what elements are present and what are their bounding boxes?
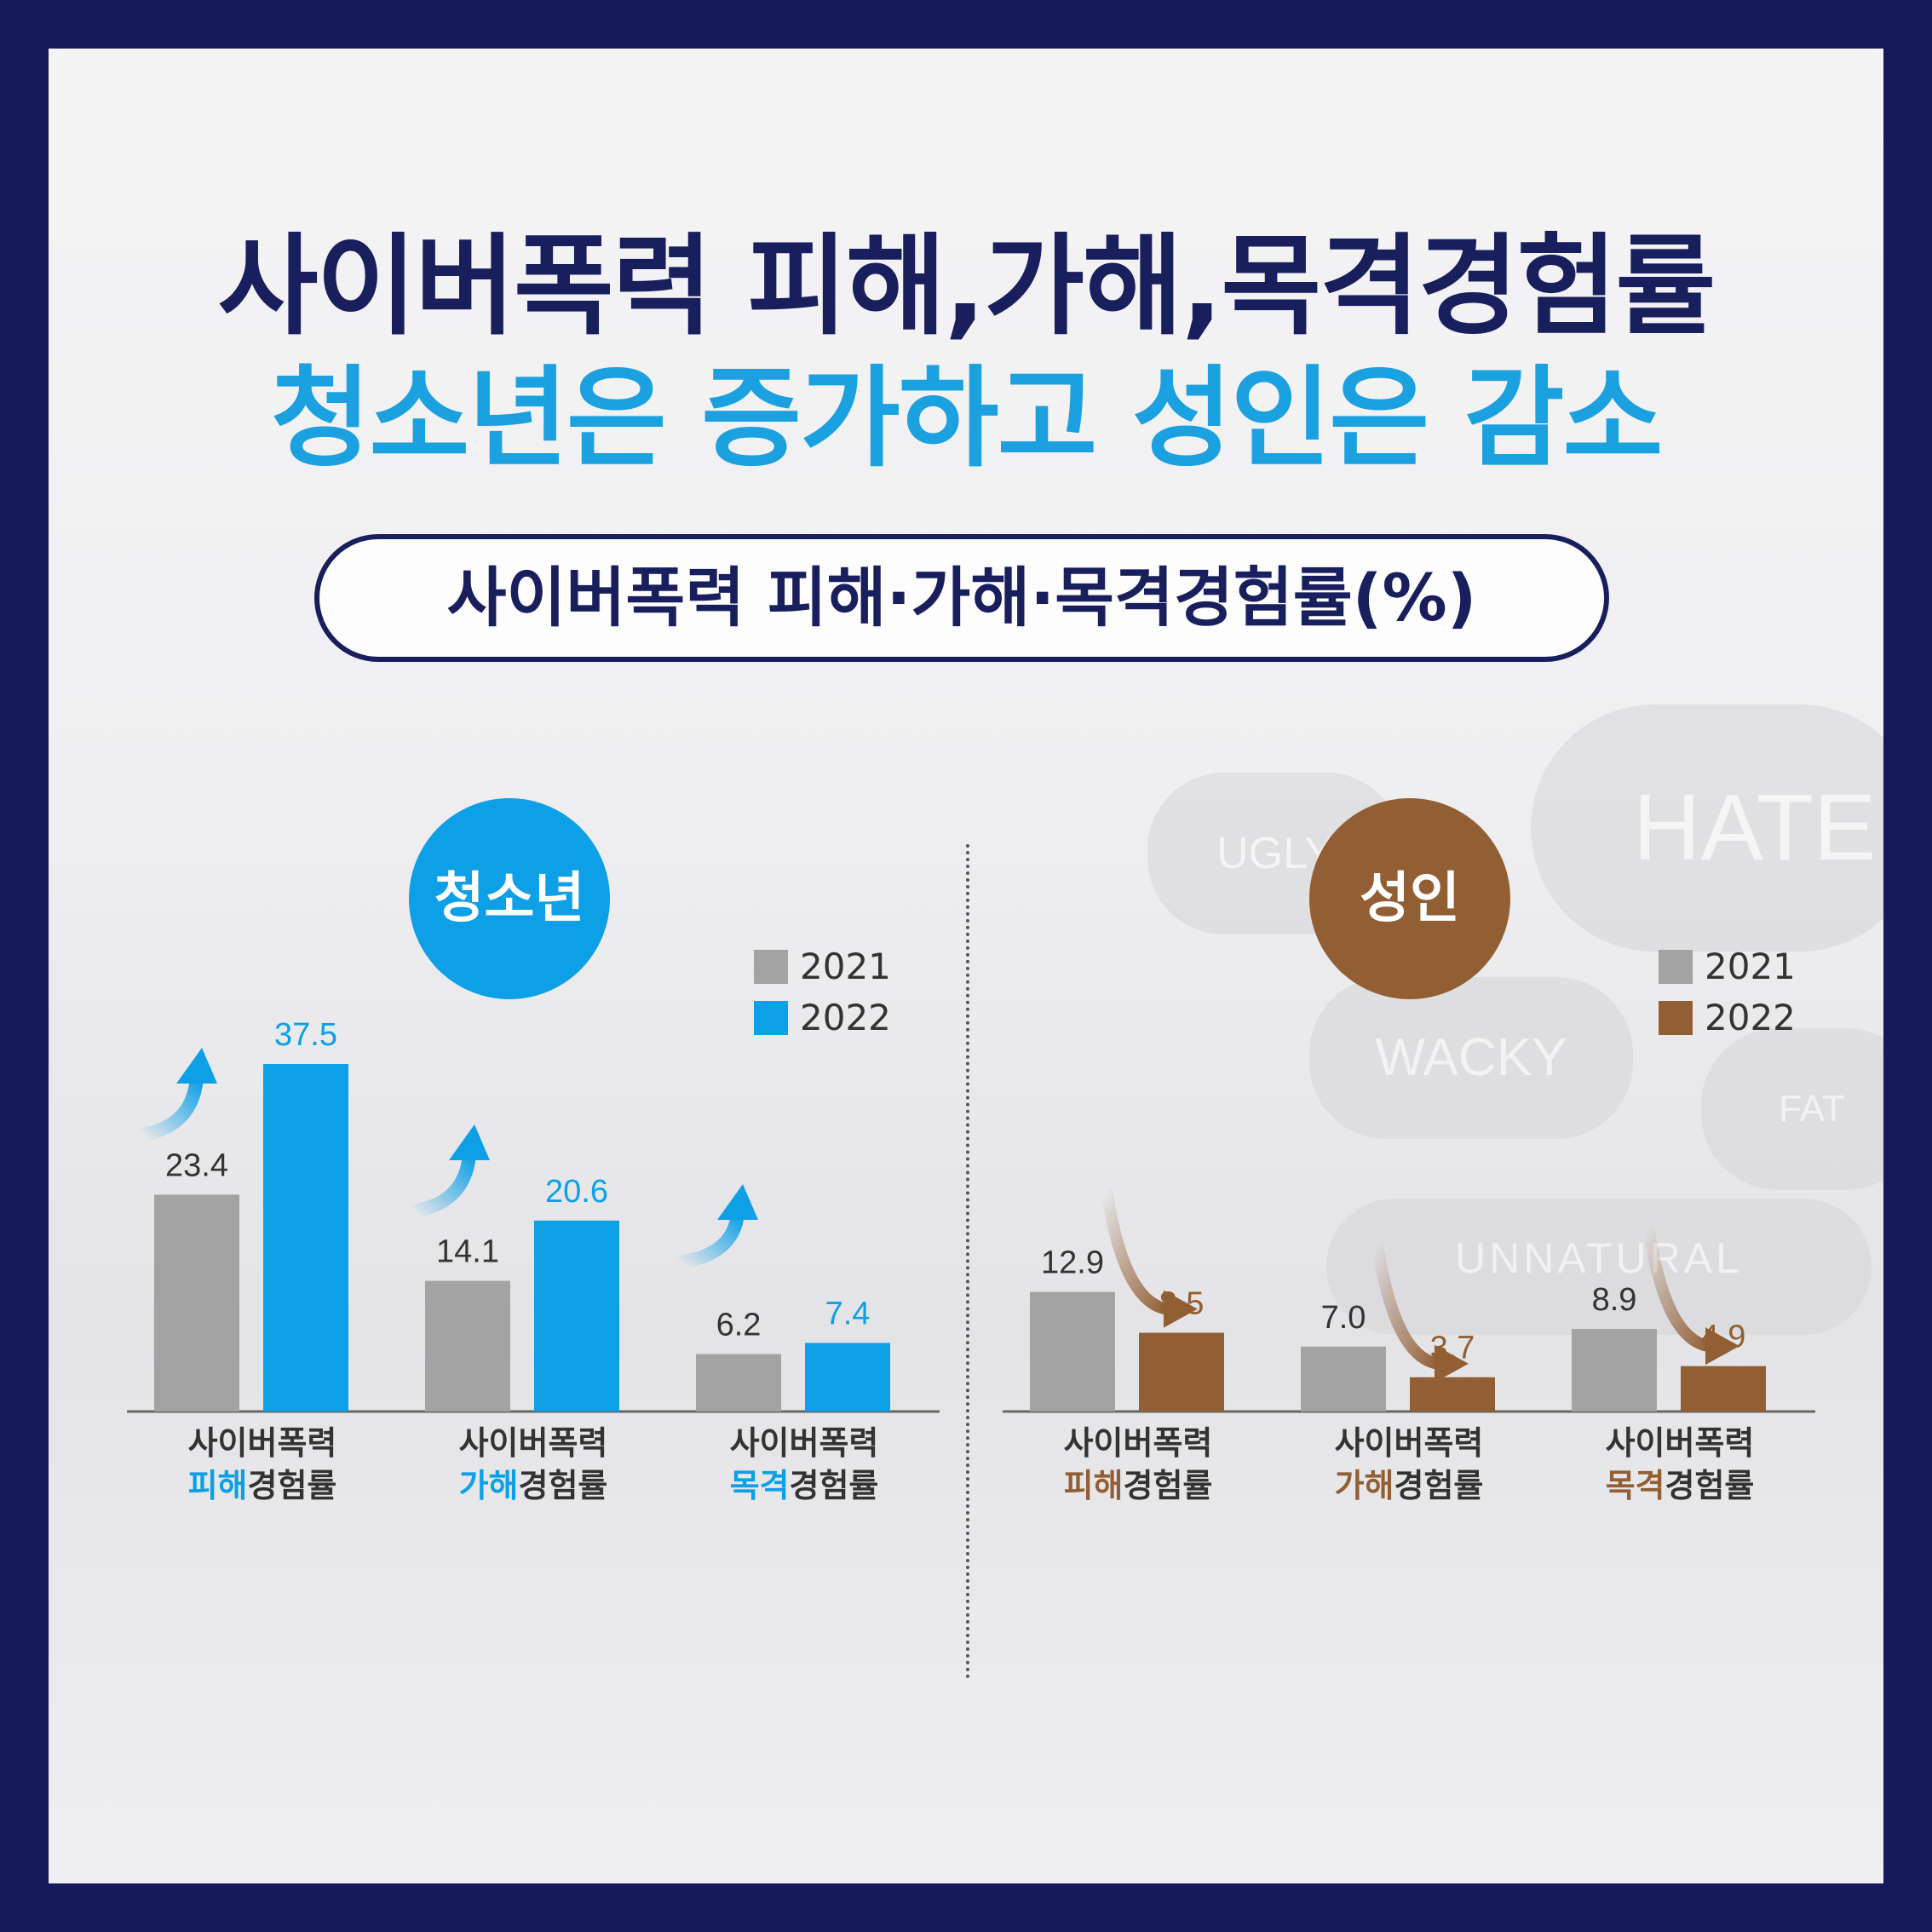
- bar-2021: [1572, 1329, 1657, 1412]
- category-highlight: 가해: [459, 1467, 519, 1504]
- data-label-2021: 12.9: [1041, 1245, 1104, 1281]
- trend-arrowhead-down: [1705, 1327, 1739, 1366]
- category-label-line2: 가해경험률: [1335, 1467, 1484, 1504]
- category-label-line1: 사이버폭력: [1064, 1424, 1213, 1462]
- category-label-line2: 목격경험률: [1606, 1467, 1755, 1504]
- category-highlight: 피해: [188, 1467, 248, 1504]
- category-highlight: 목격: [1606, 1467, 1665, 1504]
- legend-label: 2021: [1705, 946, 1796, 987]
- data-label-2022: 37.5: [274, 1017, 337, 1053]
- trend-arrowhead-down: [1164, 1290, 1198, 1328]
- bar-2022: [1681, 1366, 1766, 1412]
- adult-group-badge: 성인: [1309, 798, 1510, 999]
- data-label-2022: 7.4: [825, 1296, 871, 1331]
- legend-swatch: [754, 950, 788, 984]
- category-label-line1: 사이버폭력: [459, 1424, 608, 1462]
- trend-arrow-up: [406, 1147, 476, 1218]
- trend-arrow-down: [1101, 1183, 1173, 1315]
- bar-2022: [1139, 1332, 1224, 1412]
- trend-arrow-up: [674, 1206, 745, 1269]
- bar-2021: [154, 1194, 239, 1412]
- chart-title-pill: 사이버폭력 피해·가해·목격경험률(%): [314, 534, 1609, 662]
- bg-bubble-fat: FAT: [1701, 1028, 1883, 1190]
- data-label-2022: 20.6: [545, 1174, 608, 1210]
- category-highlight: 목격: [730, 1467, 790, 1504]
- group-divider: [966, 844, 969, 1679]
- bar-2022: [1410, 1377, 1495, 1412]
- content-panel: UGLY HATE WACKY FAT UNNATURAL 사이버폭력 피해,가…: [49, 49, 1883, 1883]
- bar-2021: [696, 1354, 781, 1412]
- youth-group-badge: 청소년: [409, 798, 610, 999]
- category-label-line2: 가해경험률: [459, 1467, 608, 1504]
- legend-label: 2022: [800, 997, 891, 1038]
- category-label-line2: 피해경험률: [1064, 1467, 1213, 1504]
- data-label-2021: 7.0: [1321, 1300, 1366, 1336]
- trend-arrow-down: [1642, 1221, 1715, 1353]
- data-label-2021: 23.4: [165, 1147, 228, 1183]
- category-label-line2: 목격경험률: [730, 1467, 879, 1504]
- bg-bubble-unnatural: UNNATURAL: [1326, 1199, 1872, 1335]
- bar-2022: [534, 1220, 619, 1412]
- data-label-2021: 6.2: [716, 1308, 762, 1343]
- category-rest: 경험률: [1665, 1467, 1755, 1504]
- category-label-line1: 사이버폭력: [1606, 1424, 1755, 1462]
- bg-bubble-wacky: WACKY: [1309, 977, 1633, 1139]
- main-title: 사이버폭력 피해,가해,목격경험률: [217, 223, 1716, 350]
- category-rest: 경험률: [248, 1467, 337, 1504]
- trend-arrowhead-down: [1435, 1344, 1469, 1383]
- trend-arrowhead-up: [176, 1048, 217, 1084]
- category-label-line2: 피해경험률: [188, 1467, 337, 1504]
- category-label-line1: 사이버폭력: [1335, 1424, 1484, 1462]
- bar-2021: [425, 1280, 510, 1412]
- adult-legend-2021: 2021: [1659, 949, 1796, 985]
- data-label-2021: 14.1: [436, 1234, 499, 1270]
- data-label-2021: 8.9: [1592, 1282, 1637, 1318]
- category-label-line1: 사이버폭력: [730, 1424, 879, 1462]
- legend-swatch: [1659, 1001, 1693, 1035]
- bar-2021: [1301, 1346, 1386, 1412]
- category-rest: 경험률: [1394, 1467, 1484, 1504]
- legend-label: 2021: [800, 946, 891, 987]
- category-highlight: 가해: [1335, 1467, 1394, 1504]
- youth-legend-2022: 2022: [754, 1000, 891, 1036]
- main-subtitle: 청소년은 증가하고 성인은 감소: [270, 355, 1664, 482]
- bar-2022: [805, 1343, 890, 1412]
- category-label-line1: 사이버폭력: [188, 1424, 337, 1462]
- bg-bubble-hate: HATE: [1531, 704, 1883, 952]
- trend-arrow-up: [135, 1070, 204, 1141]
- category-rest: 경험률: [519, 1467, 608, 1504]
- youth-legend-2021: 2021: [754, 949, 891, 985]
- category-rest: 경험률: [790, 1467, 879, 1504]
- bar-2021: [1030, 1291, 1115, 1412]
- adult-legend-2022: 2022: [1659, 1000, 1796, 1036]
- bar-2022: [263, 1064, 348, 1412]
- trend-arrowhead-up: [449, 1124, 490, 1160]
- trend-arrow-down: [1371, 1238, 1444, 1370]
- trend-arrowhead-up: [717, 1184, 758, 1220]
- legend-swatch: [754, 1001, 788, 1035]
- category-highlight: 피해: [1064, 1467, 1124, 1504]
- legend-label: 2022: [1705, 997, 1796, 1038]
- legend-swatch: [1659, 950, 1693, 984]
- category-rest: 경험률: [1124, 1467, 1213, 1504]
